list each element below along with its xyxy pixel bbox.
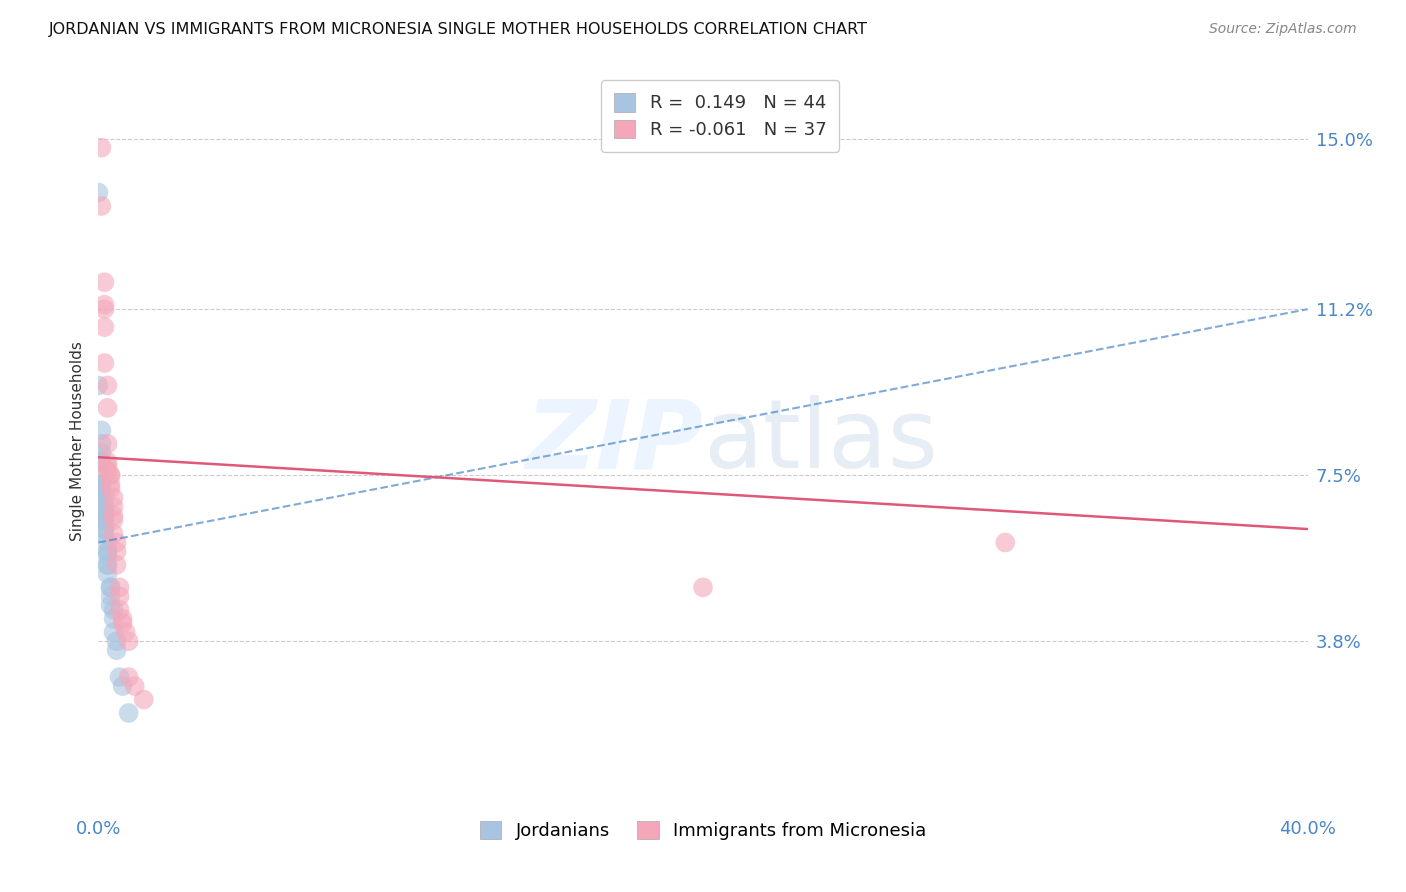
Point <box>96 535 118 549</box>
Point <box>100 482 122 496</box>
Point <box>100 580 122 594</box>
Point <box>93 513 115 527</box>
Point <box>994 535 1017 549</box>
Point <box>108 603 131 617</box>
Point <box>90 482 112 496</box>
Point <box>105 544 128 558</box>
Point <box>93 504 115 518</box>
Point <box>96 558 118 572</box>
Point <box>111 612 134 626</box>
Text: Source: ZipAtlas.com: Source: ZipAtlas.com <box>1209 22 1357 37</box>
Point <box>103 526 125 541</box>
Point <box>103 508 125 523</box>
Point <box>100 580 122 594</box>
Point <box>93 522 115 536</box>
Point <box>90 199 112 213</box>
Point <box>93 522 115 536</box>
Text: JORDANIAN VS IMMIGRANTS FROM MICRONESIA SINGLE MOTHER HOUSEHOLDS CORRELATION CHA: JORDANIAN VS IMMIGRANTS FROM MICRONESIA … <box>49 22 869 37</box>
Point <box>87 378 110 392</box>
Point <box>108 590 131 604</box>
Point <box>96 558 118 572</box>
Point <box>103 513 125 527</box>
Point <box>96 549 118 563</box>
Point <box>90 437 112 451</box>
Point <box>90 423 112 437</box>
Point <box>132 692 155 706</box>
Point <box>93 298 115 312</box>
Point <box>93 513 115 527</box>
Point <box>93 508 115 523</box>
Point <box>96 437 118 451</box>
Point <box>118 670 141 684</box>
Point <box>103 603 125 617</box>
Point <box>90 482 112 496</box>
Point <box>96 566 118 581</box>
Point <box>90 477 112 491</box>
Point <box>118 634 141 648</box>
Legend: Jordanians, Immigrants from Micronesia: Jordanians, Immigrants from Micronesia <box>472 814 934 847</box>
Point <box>90 482 112 496</box>
Point <box>114 625 136 640</box>
Point <box>103 500 125 514</box>
Point <box>105 535 128 549</box>
Point <box>103 491 125 505</box>
Point <box>108 670 131 684</box>
Point <box>105 643 128 657</box>
Point <box>90 141 112 155</box>
Point <box>93 302 115 317</box>
Point <box>90 477 112 491</box>
Point <box>87 186 110 200</box>
Point <box>93 275 115 289</box>
Point <box>100 599 122 613</box>
Point <box>96 464 118 478</box>
Point <box>93 500 115 514</box>
Point <box>90 455 112 469</box>
Text: ZIP: ZIP <box>524 395 703 488</box>
Point <box>90 455 112 469</box>
Point <box>111 616 134 631</box>
Point <box>692 580 714 594</box>
Point <box>103 612 125 626</box>
Point <box>105 558 128 572</box>
Point <box>108 580 131 594</box>
Point <box>90 446 112 460</box>
Point <box>96 544 118 558</box>
Point <box>93 356 115 370</box>
Point <box>100 477 122 491</box>
Point <box>96 544 118 558</box>
Point <box>100 590 122 604</box>
Point <box>105 634 128 648</box>
Point <box>93 504 115 518</box>
Point <box>96 455 118 469</box>
Point <box>93 526 115 541</box>
Point <box>90 486 112 500</box>
Point <box>96 401 118 415</box>
Point <box>93 320 115 334</box>
Point <box>96 459 118 474</box>
Point <box>100 468 122 483</box>
Point <box>90 468 112 483</box>
Point <box>124 679 146 693</box>
Point <box>118 706 141 720</box>
Point <box>93 491 115 505</box>
Text: atlas: atlas <box>703 395 938 488</box>
Point <box>96 378 118 392</box>
Point <box>90 491 112 505</box>
Y-axis label: Single Mother Households: Single Mother Households <box>70 342 86 541</box>
Point <box>103 625 125 640</box>
Point <box>111 679 134 693</box>
Point <box>100 468 122 483</box>
